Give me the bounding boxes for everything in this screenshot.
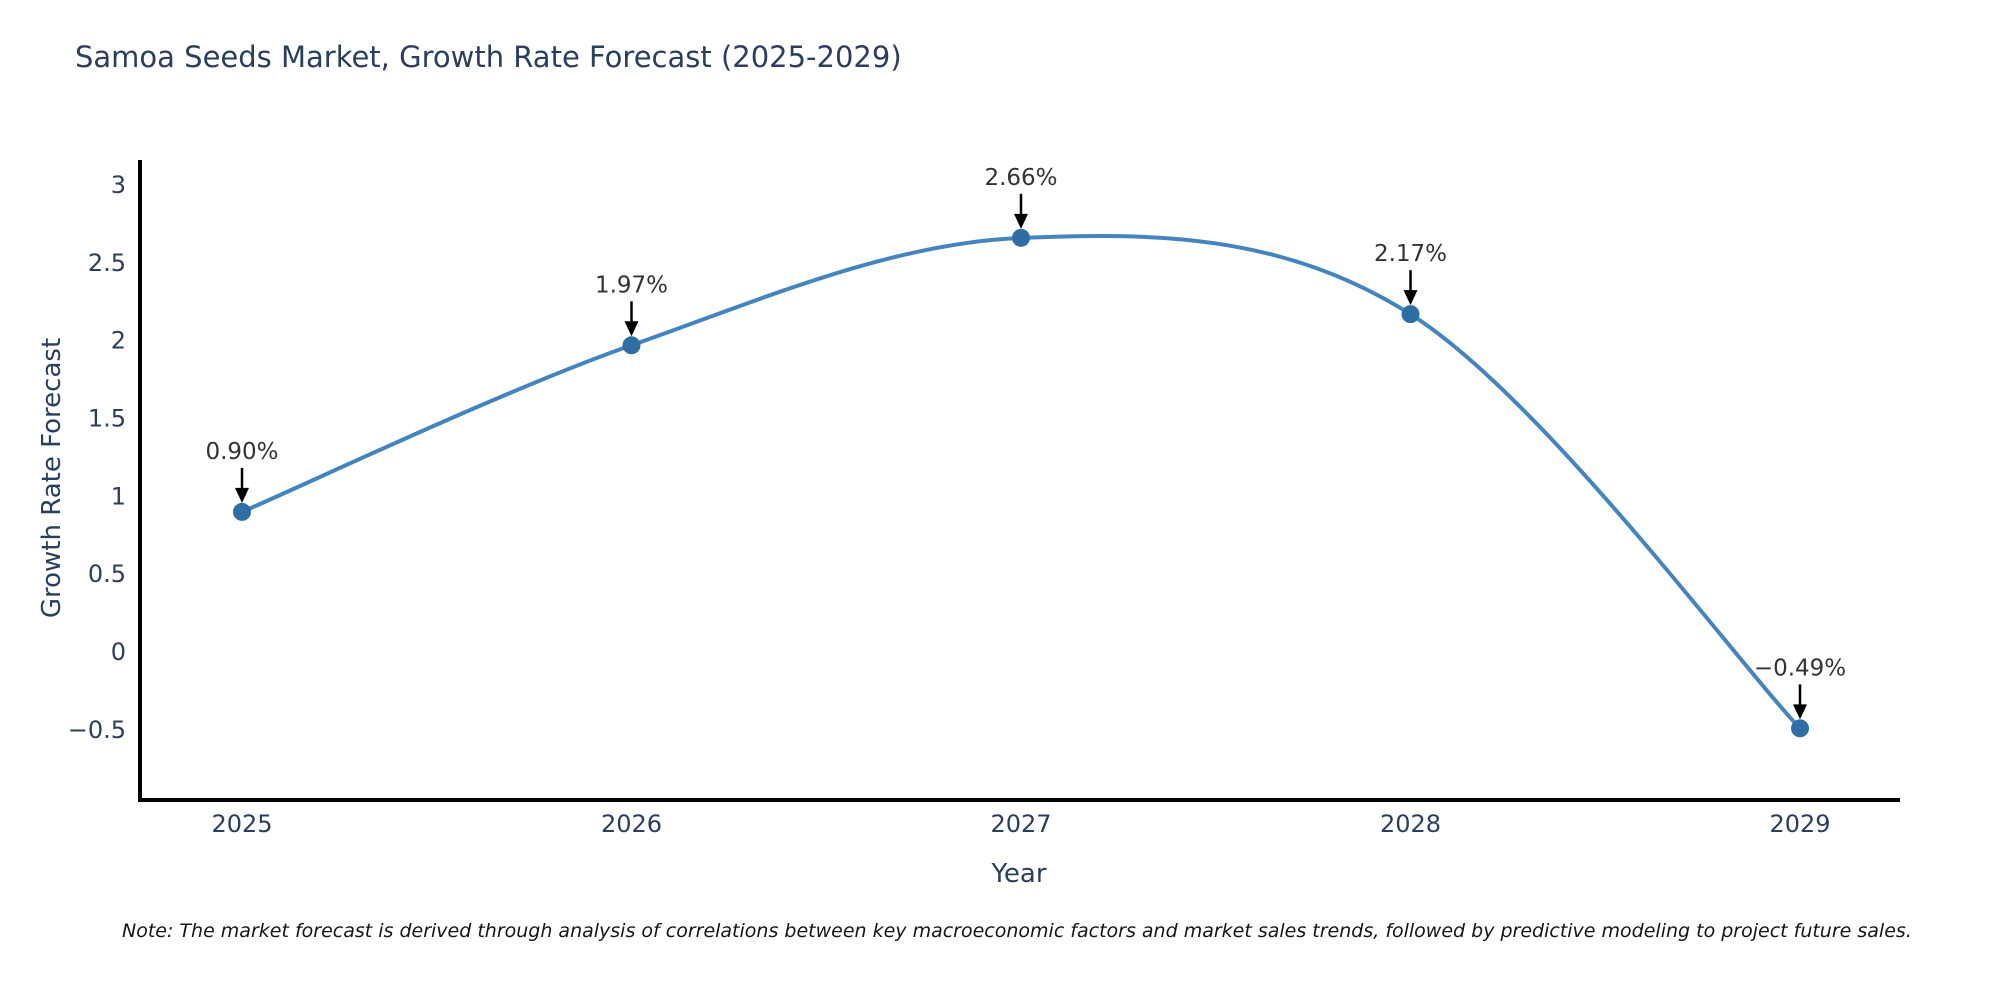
x-tick-label: 2027 bbox=[990, 810, 1051, 838]
annotation-arrowhead-icon bbox=[1014, 213, 1028, 229]
x-tick-label: 2025 bbox=[211, 810, 272, 838]
y-tick-label: 3 bbox=[111, 171, 126, 199]
chart-title: Samoa Seeds Market, Growth Rate Forecast… bbox=[75, 40, 902, 74]
data-point-label: 2.17% bbox=[1374, 241, 1447, 267]
x-tick-label: 2028 bbox=[1380, 810, 1441, 838]
annotation-arrowhead-icon bbox=[1403, 290, 1418, 306]
annotation-arrowhead-icon bbox=[235, 487, 249, 503]
x-tick-label: 2029 bbox=[1769, 810, 1830, 838]
data-point-label: −0.49% bbox=[1754, 655, 1846, 681]
data-point-marker[interactable] bbox=[1401, 305, 1420, 324]
data-point-label: 2.66% bbox=[984, 165, 1057, 191]
data-point-marker[interactable] bbox=[1791, 719, 1809, 738]
x-tick-label: 2026 bbox=[601, 810, 662, 838]
y-tick-label: −0.5 bbox=[68, 716, 126, 744]
trend-line bbox=[240, 233, 1802, 731]
data-point-marker[interactable] bbox=[622, 336, 641, 355]
x-axis-title: Year bbox=[991, 859, 1047, 889]
y-tick-label: 0.5 bbox=[88, 560, 126, 588]
data-point-label: 0.90% bbox=[205, 439, 278, 465]
annotation-arrowhead-icon bbox=[624, 321, 639, 337]
data-point-marker[interactable] bbox=[1012, 228, 1030, 247]
y-tick-label: 2.5 bbox=[88, 249, 126, 277]
y-tick-label: 2 bbox=[111, 327, 126, 355]
y-tick-label: 0 bbox=[111, 638, 126, 666]
data-point-marker[interactable] bbox=[233, 502, 251, 521]
y-tick-label: 1.5 bbox=[88, 404, 126, 432]
y-tick-label: 1 bbox=[111, 482, 126, 510]
data-point-label: 1.97% bbox=[595, 272, 668, 298]
annotation-arrowhead-icon bbox=[1793, 704, 1807, 720]
footnote: Note: The market forecast is derived thr… bbox=[122, 920, 1912, 942]
